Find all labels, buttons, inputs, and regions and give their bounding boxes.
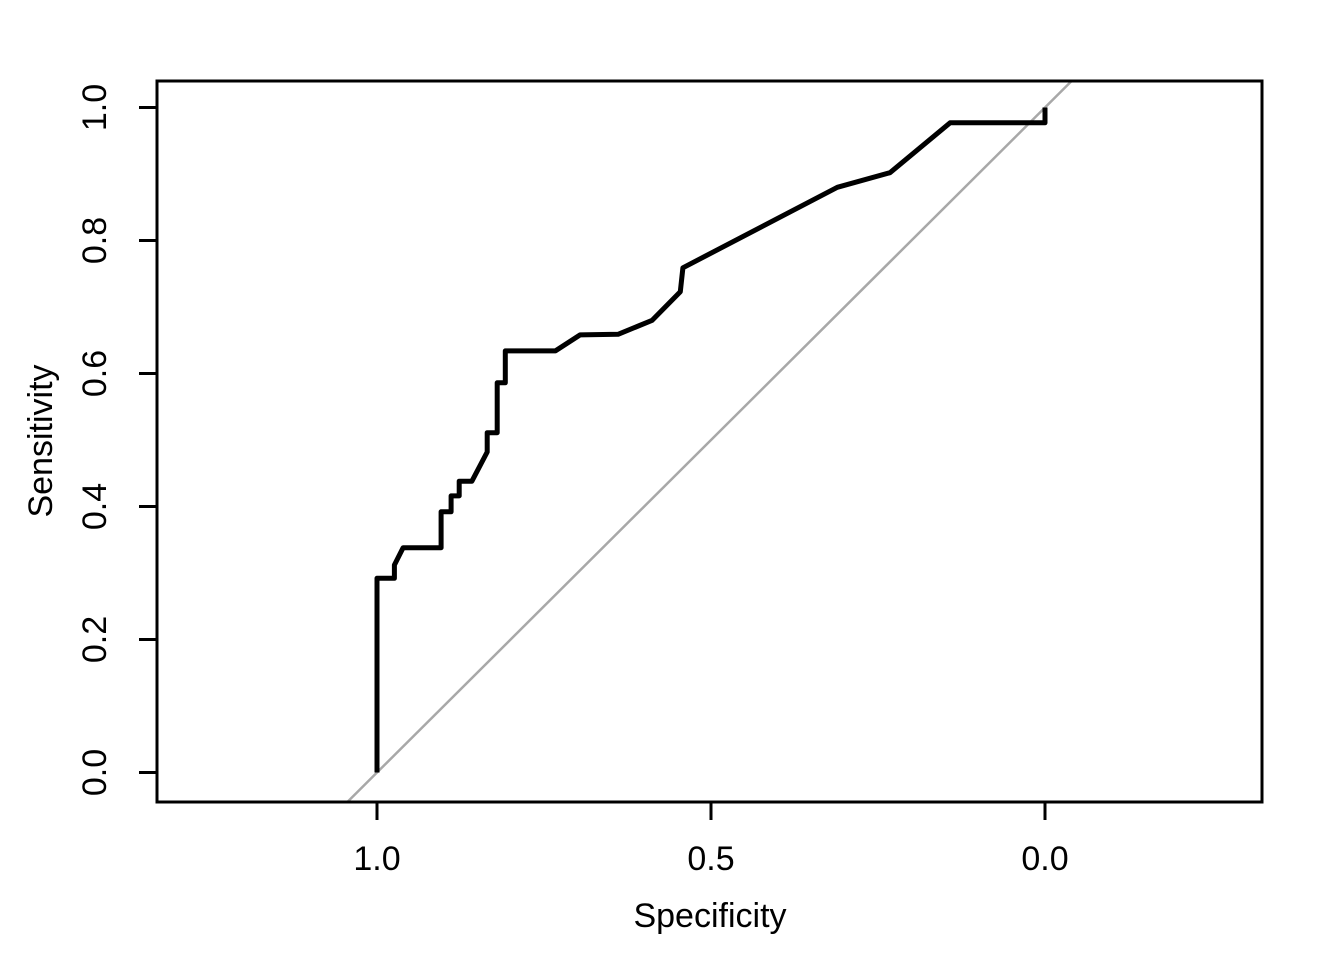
- y-tick-label: 1.0: [76, 84, 114, 131]
- x-tick-label: 0.0: [1021, 840, 1068, 878]
- y-tick-label: 0.0: [76, 749, 114, 796]
- x-tick-label: 0.5: [687, 840, 734, 878]
- y-tick-label: 0.6: [76, 350, 114, 397]
- y-tick-label: 0.2: [76, 616, 114, 663]
- chance-diagonal-line: [346, 80, 1073, 803]
- y-tick-label: 0.8: [76, 217, 114, 264]
- x-axis-title: Specificity: [633, 897, 786, 935]
- y-tick-label: 0.4: [76, 483, 114, 530]
- y-axis-title: Sensitivity: [22, 364, 60, 517]
- chart-layer: 1.0 0.5 0.0 0.0 0.2 0.4 0.6 0.8 1.0: [76, 79, 1264, 878]
- x-tick-label: 1.0: [353, 840, 400, 878]
- roc-curve-line: [374, 107, 1048, 773]
